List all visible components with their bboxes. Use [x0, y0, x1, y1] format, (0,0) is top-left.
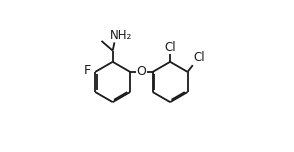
Text: F: F — [84, 64, 91, 77]
Text: Cl: Cl — [193, 51, 205, 64]
Text: Cl: Cl — [164, 41, 176, 54]
Text: O: O — [136, 65, 146, 78]
Text: NH₂: NH₂ — [110, 29, 132, 42]
